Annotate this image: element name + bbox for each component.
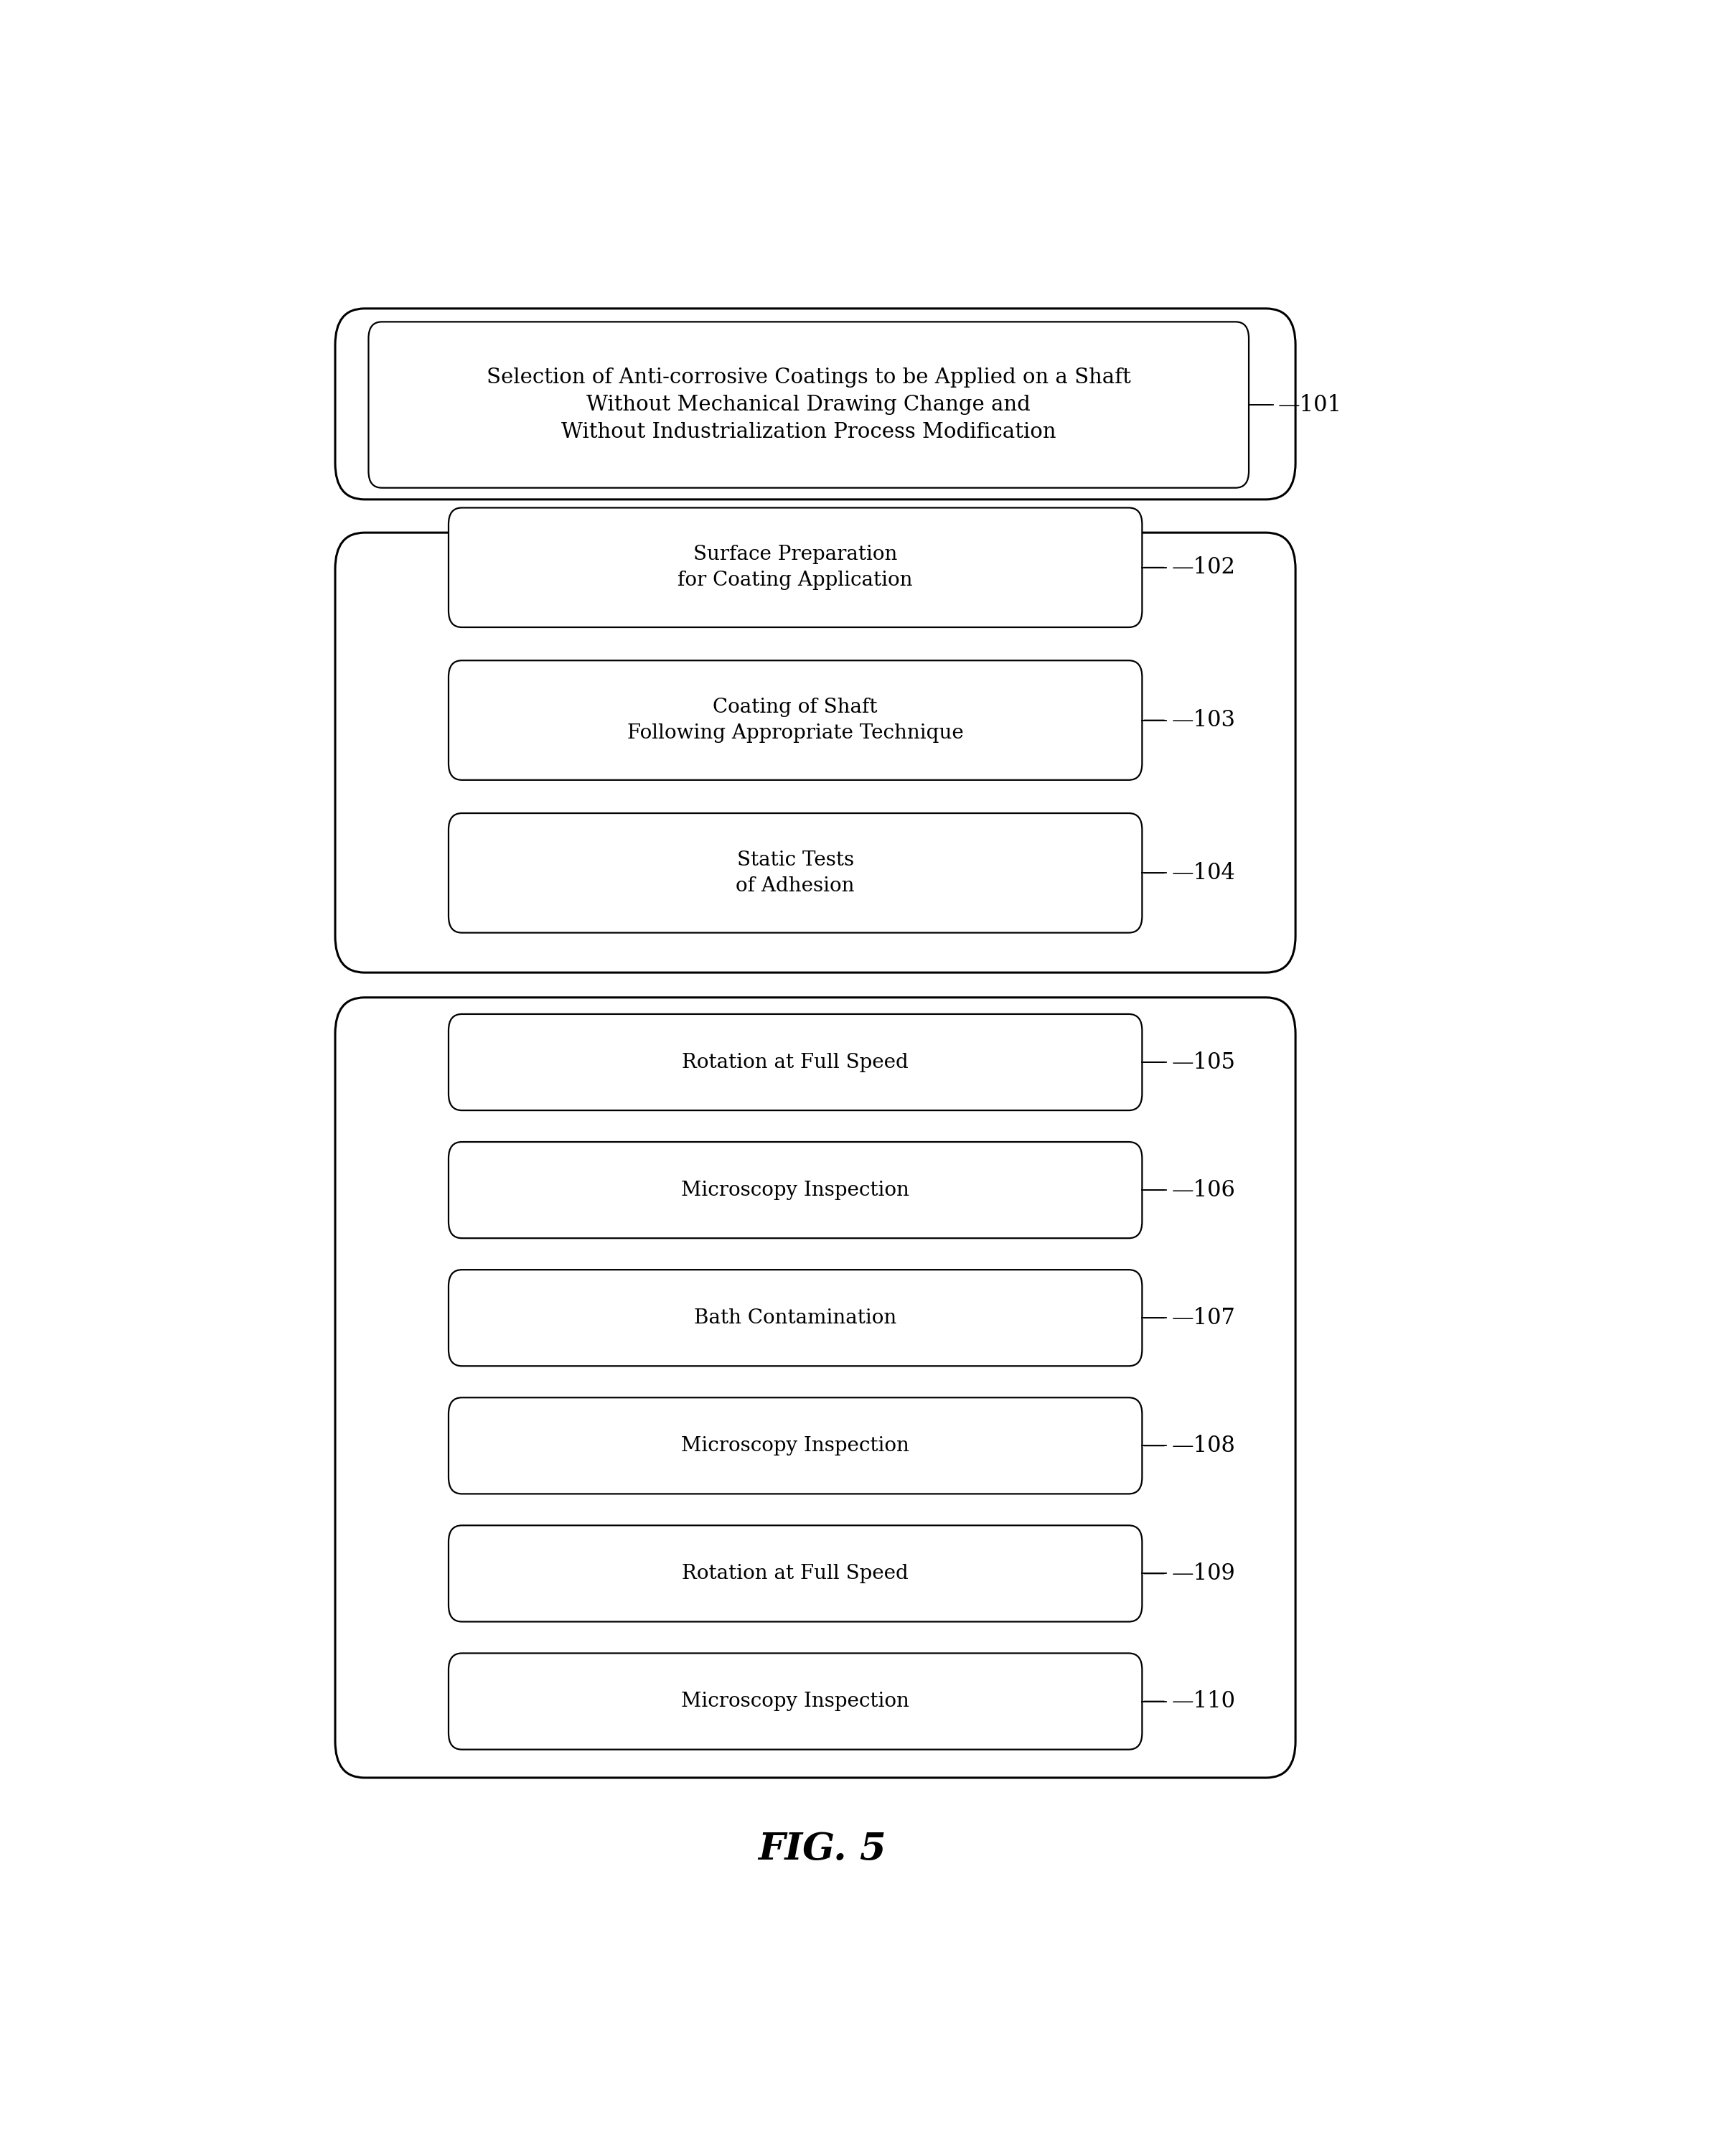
Text: —106: —106 [1172,1179,1236,1201]
Text: FIG. 5: FIG. 5 [757,1830,886,1867]
Text: —108: —108 [1172,1434,1236,1457]
FancyBboxPatch shape [368,321,1249,487]
FancyBboxPatch shape [449,507,1143,627]
FancyBboxPatch shape [449,1526,1143,1621]
FancyBboxPatch shape [449,1654,1143,1749]
Text: Static Tests
of Adhesion: Static Tests of Adhesion [737,849,855,895]
FancyBboxPatch shape [336,998,1296,1779]
Text: Rotation at Full Speed: Rotation at Full Speed [682,1563,909,1583]
Text: Selection of Anti-corrosive Coatings to be Applied on a Shaft
Without Mechanical: Selection of Anti-corrosive Coatings to … [487,367,1131,442]
FancyBboxPatch shape [336,533,1296,972]
Text: —103: —103 [1172,709,1236,731]
Text: —104: —104 [1172,862,1236,884]
Text: Microscopy Inspection: Microscopy Inspection [682,1436,909,1455]
Text: Surface Preparation
for Coating Application: Surface Preparation for Coating Applicat… [678,545,912,591]
Text: —110: —110 [1172,1690,1236,1712]
FancyBboxPatch shape [449,1270,1143,1367]
Text: —105: —105 [1172,1052,1236,1074]
FancyBboxPatch shape [449,1013,1143,1110]
FancyBboxPatch shape [449,1143,1143,1238]
Text: Coating of Shaft
Following Appropriate Technique: Coating of Shaft Following Appropriate T… [626,696,964,744]
Text: Microscopy Inspection: Microscopy Inspection [682,1179,909,1199]
Text: Rotation at Full Speed: Rotation at Full Speed [682,1052,909,1072]
Text: Microscopy Inspection: Microscopy Inspection [682,1692,909,1712]
Text: —102: —102 [1172,556,1236,578]
Text: —107: —107 [1172,1307,1236,1328]
Text: Bath Contamination: Bath Contamination [694,1309,897,1328]
Text: —109: —109 [1172,1563,1236,1585]
FancyBboxPatch shape [449,660,1143,780]
FancyBboxPatch shape [449,813,1143,934]
Text: —101: —101 [1279,395,1342,416]
FancyBboxPatch shape [336,308,1296,500]
FancyBboxPatch shape [449,1397,1143,1494]
